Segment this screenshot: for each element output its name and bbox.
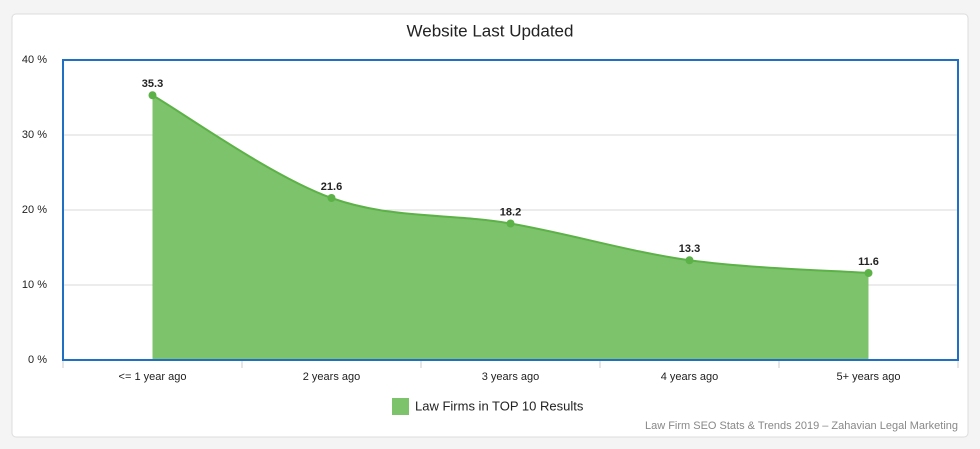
point <box>864 269 873 277</box>
data-label: 35.3 <box>142 78 163 90</box>
point <box>506 219 515 228</box>
y-tick-label: 30 % <box>22 129 47 141</box>
data-label: 18.2 <box>500 206 521 218</box>
y-tick-label: 20 % <box>22 204 47 216</box>
point <box>685 256 694 265</box>
point <box>148 91 157 100</box>
data-label: 13.3 <box>679 243 700 255</box>
x-tick-label: 5+ years ago <box>837 371 901 383</box>
legend-swatch <box>392 398 409 415</box>
plot-border <box>62 59 959 361</box>
y-tick-label: 40 % <box>22 54 47 66</box>
x-tick-label: <= 1 year ago <box>119 371 187 383</box>
x-tick-label: 2 years ago <box>303 371 360 383</box>
chart-title: Website Last Updated <box>407 21 574 40</box>
data-label: 11.6 <box>858 256 879 268</box>
legend-label: Law Firms in TOP 10 Results <box>415 398 584 413</box>
credit: Law Firm SEO Stats & Trends 2019 – Zahav… <box>645 420 958 432</box>
point <box>327 194 336 202</box>
y-tick-label: 0 % <box>28 354 47 366</box>
x-tick-label: 4 years ago <box>661 371 718 383</box>
x-tick-label: 3 years ago <box>482 371 539 383</box>
area <box>152 95 869 360</box>
y-tick-label: 10 % <box>22 279 47 291</box>
data-label: 21.6 <box>321 181 342 193</box>
